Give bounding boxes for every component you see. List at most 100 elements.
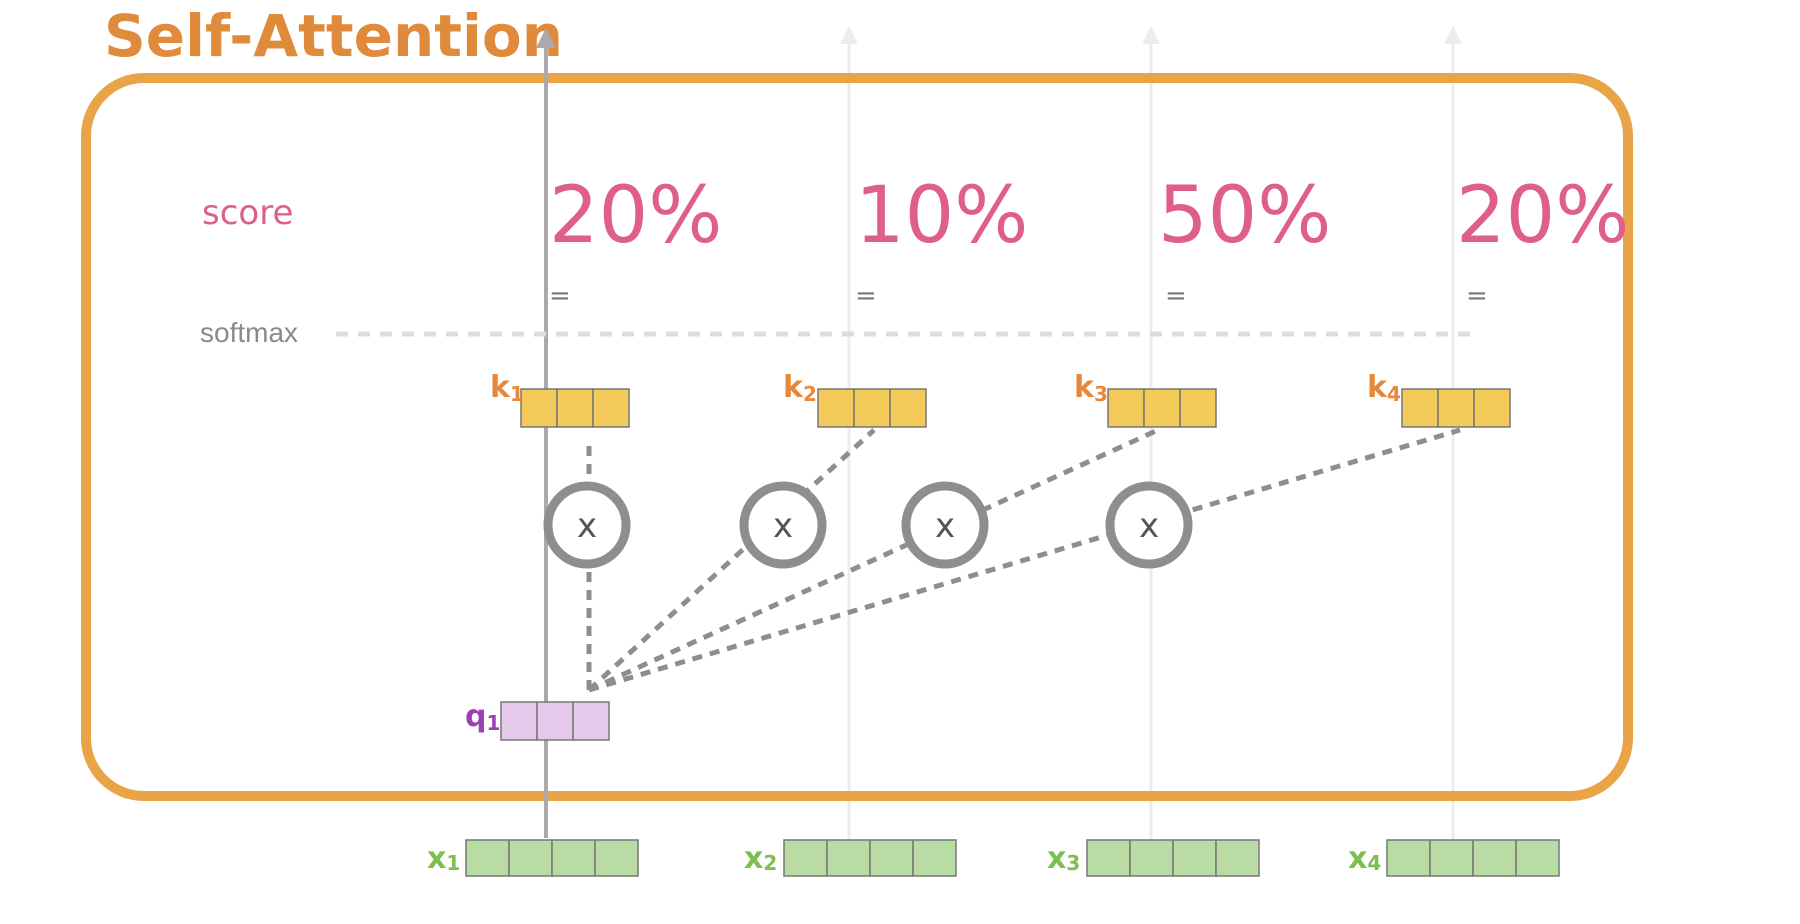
input-letter: x bbox=[744, 841, 763, 876]
input-letter: x bbox=[1047, 841, 1066, 876]
multiplier-circle-4 bbox=[1105, 481, 1193, 569]
key-cell bbox=[817, 388, 855, 428]
key-cell bbox=[1473, 388, 1511, 428]
input-subscript: 3 bbox=[1066, 851, 1080, 875]
key-subscript: 4 bbox=[1387, 382, 1401, 406]
multiplier-circle-2 bbox=[739, 481, 827, 569]
key-label-3: k3 bbox=[1074, 370, 1108, 406]
flow-arrowhead-1 bbox=[536, 28, 556, 48]
multiply-symbol-1: x bbox=[577, 506, 597, 546]
key-cell bbox=[1143, 388, 1181, 428]
query-vector-1: q1 bbox=[465, 699, 610, 741]
input-cell bbox=[1429, 839, 1474, 877]
input-subscript: 4 bbox=[1367, 851, 1381, 875]
input-label-2: x2 bbox=[744, 841, 777, 876]
input-subscript: 2 bbox=[763, 851, 777, 875]
multiplier-4: x bbox=[1105, 481, 1193, 569]
score-value-1: 20% bbox=[549, 171, 722, 261]
key-vector-1: k1 bbox=[490, 370, 630, 428]
key-vector-2: k2 bbox=[783, 370, 927, 428]
input-cell bbox=[465, 839, 510, 877]
key-vector-3: k3 bbox=[1074, 370, 1217, 428]
key-letter: k bbox=[783, 370, 804, 405]
equals-sign-3: = bbox=[1165, 281, 1187, 311]
input-vector-4: x4 bbox=[1348, 839, 1560, 877]
input-cell bbox=[1386, 839, 1431, 877]
multiplier-2: x bbox=[739, 481, 827, 569]
key-cell bbox=[1107, 388, 1145, 428]
input-cell bbox=[912, 839, 957, 877]
dot-product-connectors bbox=[586, 427, 1461, 693]
input-label-1: x1 bbox=[427, 841, 460, 876]
equals-sign-2: = bbox=[855, 281, 877, 311]
key-letter: k bbox=[1367, 370, 1388, 405]
key-label-4: k4 bbox=[1367, 370, 1401, 406]
key-cell bbox=[556, 388, 594, 428]
input-cell bbox=[594, 839, 639, 877]
key-label-2: k2 bbox=[783, 370, 817, 406]
multiply-symbol-3: x bbox=[935, 506, 955, 546]
key-cell bbox=[592, 388, 630, 428]
input-letter: x bbox=[1348, 841, 1367, 876]
flow-arrowhead-4 bbox=[1444, 26, 1462, 44]
input-vector-3: x3 bbox=[1047, 839, 1260, 877]
input-cell bbox=[1129, 839, 1174, 877]
input-cell bbox=[1086, 839, 1131, 877]
key-subscript: 1 bbox=[510, 382, 524, 406]
connector-k3 bbox=[587, 427, 1160, 693]
input-cell bbox=[508, 839, 553, 877]
key-cell bbox=[520, 388, 558, 428]
query-cell bbox=[572, 701, 610, 741]
input-subscript: 1 bbox=[446, 851, 460, 875]
key-letter: k bbox=[490, 370, 511, 405]
input-cell bbox=[551, 839, 596, 877]
key-subscript: 3 bbox=[1094, 382, 1108, 406]
connector-k4 bbox=[588, 427, 1461, 693]
multiplier-1: x bbox=[543, 481, 631, 569]
input-vector-1: x1 bbox=[427, 839, 639, 877]
key-label-1: k1 bbox=[490, 370, 524, 406]
score-value-3: 50% bbox=[1158, 171, 1331, 261]
query-label-1: q1 bbox=[465, 699, 500, 735]
faint-flow-arrows bbox=[840, 26, 1462, 840]
multiply-symbol-4: x bbox=[1139, 506, 1159, 546]
flow-arrowhead-3 bbox=[1142, 26, 1160, 44]
diagram-title: Self-Attention bbox=[104, 2, 563, 70]
input-cell bbox=[1172, 839, 1217, 877]
multiply-symbol-2: x bbox=[773, 506, 793, 546]
self-attention-frame bbox=[81, 73, 1633, 801]
key-cell bbox=[1401, 388, 1439, 428]
input-vector-2: x2 bbox=[744, 839, 957, 877]
key-cell bbox=[1437, 388, 1475, 428]
input-label-4: x4 bbox=[1348, 841, 1381, 876]
multiplier-circle-3 bbox=[901, 481, 989, 569]
query-subscript: 1 bbox=[486, 711, 500, 735]
multiplier-circle-1 bbox=[543, 481, 631, 569]
query-letter: q bbox=[465, 699, 486, 734]
input-cell bbox=[869, 839, 914, 877]
input-cell bbox=[783, 839, 828, 877]
query-cell bbox=[536, 701, 574, 741]
multiplier-3: x bbox=[901, 481, 989, 569]
key-subscript: 2 bbox=[803, 382, 817, 406]
equals-sign-4: = bbox=[1466, 281, 1488, 311]
connector-k2 bbox=[587, 428, 876, 692]
equals-sign-1: = bbox=[549, 281, 571, 311]
input-cell bbox=[1472, 839, 1517, 877]
input-cell bbox=[1215, 839, 1260, 877]
key-cell bbox=[889, 388, 927, 428]
score-value-2: 10% bbox=[855, 171, 1028, 261]
key-letter: k bbox=[1074, 370, 1095, 405]
input-cell bbox=[1515, 839, 1560, 877]
flow-arrowhead-2 bbox=[840, 26, 858, 44]
input-letter: x bbox=[427, 841, 446, 876]
score-value-4: 20% bbox=[1456, 171, 1629, 261]
key-cell bbox=[1179, 388, 1217, 428]
input-cell bbox=[826, 839, 871, 877]
input-label-3: x3 bbox=[1047, 841, 1080, 876]
softmax-label: softmax bbox=[200, 317, 298, 348]
key-vector-4: k4 bbox=[1367, 370, 1511, 428]
query-cell bbox=[500, 701, 538, 741]
key-cell bbox=[853, 388, 891, 428]
